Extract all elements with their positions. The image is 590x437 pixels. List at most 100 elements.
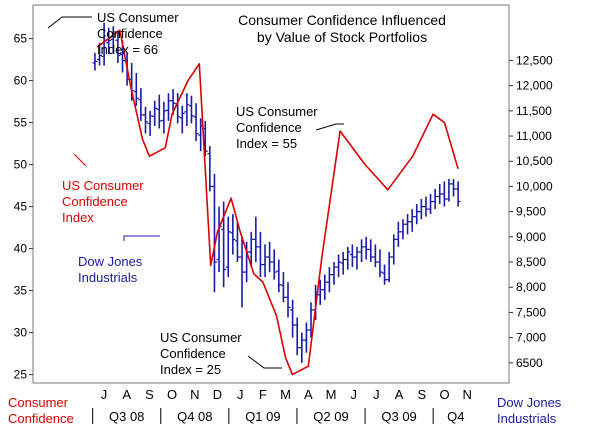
annotation-66-line-3: Index = 66 xyxy=(97,42,158,57)
right-tick-label-7000: 7,000 xyxy=(516,331,546,345)
dow-bar-42 xyxy=(285,282,291,318)
dow-bar-40 xyxy=(276,259,282,293)
dow-bar-44 xyxy=(294,317,300,356)
dow-bar-4 xyxy=(110,26,116,53)
dow-bar-67 xyxy=(400,219,406,240)
plot-frame xyxy=(32,4,510,384)
dow-bar-30 xyxy=(230,214,236,255)
month-label-3: O xyxy=(167,387,177,402)
month-label-14: S xyxy=(417,387,426,402)
dow-bar-69 xyxy=(409,209,415,232)
month-label-8: M xyxy=(280,387,291,402)
left-axis-caption: Consumer Confidence xyxy=(8,395,74,426)
quarter-label-5: Q4 xyxy=(447,409,464,424)
left-tick-label-40: 40 xyxy=(14,242,28,256)
annotation-55-line-2: Confidence xyxy=(236,120,302,135)
dow-bar-10 xyxy=(138,88,144,121)
month-label-9: A xyxy=(304,387,313,402)
left-caption-line-1: Consumer xyxy=(8,395,69,410)
dow-bar-68 xyxy=(405,214,411,235)
dow-bar-3 xyxy=(106,27,112,55)
quarter-label-4: Q3 09 xyxy=(381,409,416,424)
right-caption-line-1: Dow Jones xyxy=(497,395,562,410)
dow-bar-56 xyxy=(349,244,355,268)
dow-bar-58 xyxy=(359,239,365,263)
month-label-6: J xyxy=(237,387,244,402)
consumer-confidence-line xyxy=(96,29,459,376)
dow-bar-75 xyxy=(437,183,443,205)
chart-title: Consumer Confidence Influenced by Value … xyxy=(238,12,446,45)
left-tick-label-25: 25 xyxy=(14,368,28,382)
annotation-25-line-1: US Consumer xyxy=(160,330,242,345)
month-label-5: D xyxy=(213,387,222,402)
left-tick-label-30: 30 xyxy=(14,326,28,340)
annotation-25-line-3: Index = 25 xyxy=(160,362,221,377)
dow-bar-65 xyxy=(391,234,397,265)
left-tick-label-45: 45 xyxy=(14,200,28,214)
annotation-index-25: US Consumer Confidence Index = 25 xyxy=(160,330,242,377)
left-tick-label-65: 65 xyxy=(14,32,28,46)
month-label-10: M xyxy=(326,387,337,402)
annotation-66-line-1: US Consumer xyxy=(97,10,179,25)
annotation-consumer-confidence-index: US Consumer Confidence Index xyxy=(62,178,144,225)
right-tick-label-12500: 12,500 xyxy=(516,53,553,67)
annotation-cci-line-2: Confidence xyxy=(62,194,128,209)
right-axis-caption: Dow Jones Industrials xyxy=(497,395,562,426)
month-label-1: A xyxy=(122,387,131,402)
dow-bar-25 xyxy=(207,146,213,192)
annotation-66-line-2: Confidence xyxy=(97,26,163,41)
leader-25 xyxy=(247,355,282,369)
leader-cci xyxy=(73,153,87,167)
annotation-25-line-2: Confidence xyxy=(160,346,226,361)
dow-bar-52 xyxy=(331,262,337,285)
right-tick-label-10500: 10,500 xyxy=(516,154,553,168)
right-tick-label-9500: 9,500 xyxy=(516,205,546,219)
month-label-15: O xyxy=(439,387,449,402)
left-tick-label-60: 60 xyxy=(14,74,28,88)
dow-bar-76 xyxy=(441,181,447,207)
dow-bar-71 xyxy=(418,199,424,220)
dow-bar-22 xyxy=(193,103,199,142)
chart-title-line-1: Consumer Confidence Influenced xyxy=(238,12,446,28)
dow-bar-12 xyxy=(147,110,153,137)
dow-bar-32 xyxy=(239,236,245,308)
leader-66 xyxy=(47,16,92,29)
dow-bar-46 xyxy=(303,322,309,353)
right-tick-label-7500: 7,500 xyxy=(516,305,546,319)
month-label-2: S xyxy=(145,387,154,402)
annotation-55-line-1: US Consumer xyxy=(236,104,318,119)
dow-bar-79 xyxy=(455,181,461,207)
right-axis-ticks: 6500 7,000 7,500 8,000 8,500 9,000 9,500 10,000… xyxy=(509,53,553,370)
month-label-4: N xyxy=(190,387,199,402)
dow-bar-57 xyxy=(354,246,360,270)
annotation-index-55: US Consumer Confidence Index = 55 xyxy=(236,104,318,151)
dow-bar-19 xyxy=(179,105,185,134)
quarter-label-1: Q4 08 xyxy=(177,409,212,424)
leader-dow xyxy=(123,235,160,241)
right-tick-label-10000: 10,000 xyxy=(516,179,553,193)
month-label-16: N xyxy=(463,387,472,402)
dow-bar-66 xyxy=(395,221,401,247)
month-label-12: J xyxy=(373,387,380,402)
dow-bar-31 xyxy=(234,221,240,263)
dow-bar-47 xyxy=(308,302,314,338)
dow-bar-9 xyxy=(133,73,139,106)
chart-title-line-2: by Value of Stock Portfolios xyxy=(257,29,427,45)
dow-bar-62 xyxy=(377,249,383,278)
dow-bar-21 xyxy=(188,95,194,124)
dow-bar-14 xyxy=(156,94,162,129)
dow-bar-39 xyxy=(271,249,277,280)
dow-bar-61 xyxy=(372,244,378,268)
dow-bar-64 xyxy=(386,251,392,283)
dow-bar-43 xyxy=(290,299,296,338)
dow-bar-74 xyxy=(432,188,438,210)
dow-bar-72 xyxy=(423,196,429,217)
dow-bar-37 xyxy=(262,244,268,278)
dow-bar-41 xyxy=(280,272,286,303)
dow-bar-53 xyxy=(336,254,342,278)
dow-bar-55 xyxy=(345,246,351,270)
dow-bar-20 xyxy=(184,93,190,126)
dow-bar-49 xyxy=(317,279,323,305)
quarter-label-3: Q2 09 xyxy=(313,409,348,424)
